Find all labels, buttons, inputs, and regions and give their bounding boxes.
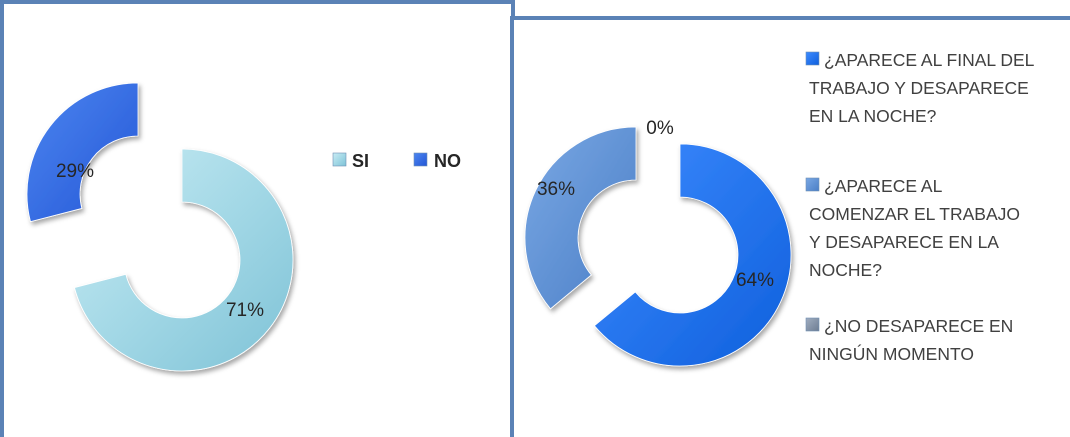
legend-label-2-line-4: NOCHE? (809, 260, 882, 280)
slice-aparece-al-comenzar-el-trabajo-y-desapar (524, 126, 637, 310)
data-label-aparece-al-final-del-trabajo-y-desaparec: 64% (736, 270, 774, 291)
legend-label-1-line-3: EN LA NOCHE? (809, 106, 937, 126)
legend-swatch-2 (805, 177, 820, 192)
doughnut-chart-si-no: 71% 29% SI NO (26, 82, 461, 372)
legend-label-2-line-1: ¿APARECE AL (824, 176, 943, 196)
legend-label-1-line-1: ¿APARECE AL FINAL DEL (824, 50, 1035, 70)
chart-panel-right (510, 16, 1070, 437)
legend-swatch-no (413, 152, 428, 167)
legend-label-3-line-1: ¿NO DESAPARECE EN (824, 316, 1013, 336)
legend-label-1-line-2: TRABAJO Y DESAPARECE (809, 78, 1029, 98)
legend-swatch-3 (805, 317, 820, 332)
data-label-aparece-al-comenzar-el-trabajo-y-desapar: 36% (537, 179, 575, 200)
slice-si (74, 148, 294, 372)
legend-label-si: SI (352, 151, 369, 171)
data-label-si: 71% (226, 300, 264, 321)
slice-aparece-al-final-del-trabajo-y-desaparec (593, 143, 792, 367)
legend-label-2-line-2: COMENZAR EL TRABAJO (809, 204, 1020, 224)
slice-no (26, 82, 139, 223)
legend-label-no: NO (434, 151, 461, 171)
legend-label-3-line-2: NINGÚN MOMENTO (809, 343, 974, 364)
data-label-no-desaparece-en-ningun-momento: 0% (646, 118, 674, 139)
legend-label-2-line-3: Y DESAPARECE EN LA (809, 232, 999, 252)
legend-swatch-si (332, 152, 347, 167)
data-label-no: 29% (56, 161, 94, 182)
doughnut-chart-aparece: 64% 36% 0% ¿APARECE AL FINAL DEL TRABAJO Y D… (524, 50, 1035, 367)
legend-swatch-1 (805, 51, 820, 66)
